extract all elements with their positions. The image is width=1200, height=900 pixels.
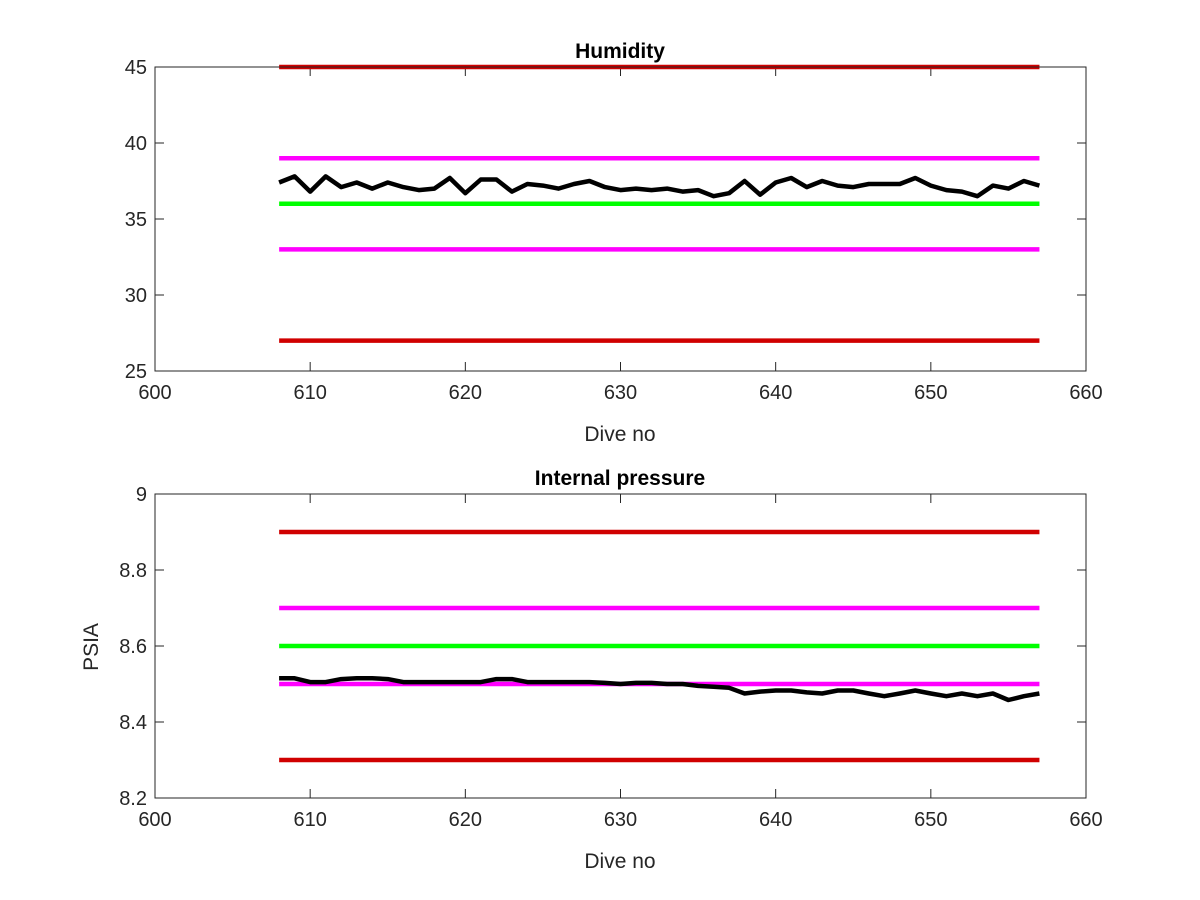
x-tick-label: 610 — [293, 809, 326, 831]
x-tick-label: 660 — [1069, 382, 1102, 404]
y-tick-label: 8.8 — [119, 560, 147, 582]
y-tick-label: 40 — [125, 133, 147, 155]
data-series-line — [278, 174, 1041, 199]
y-tick-label: 9 — [136, 484, 147, 506]
x-axis-label: Dive no — [584, 423, 655, 446]
y-tick-label: 35 — [125, 209, 147, 231]
y-tick-label: 8.2 — [119, 788, 147, 810]
tick-layer: 600 610 620 630 640 650 660 8.2 8.4 8.6 8.8 9 — [119, 484, 1103, 831]
series-layer — [278, 174, 1041, 199]
x-tick-label: 610 — [293, 382, 326, 404]
plot-frame — [154, 66, 1087, 372]
x-tick-label: 640 — [759, 809, 792, 831]
x-tick-label: 660 — [1069, 809, 1102, 831]
plot-frame — [154, 493, 1087, 799]
x-tick-label: 630 — [604, 809, 637, 831]
x-tick-label: 600 — [138, 809, 171, 831]
x-tick-label: 600 — [138, 382, 171, 404]
x-tick-label: 620 — [449, 809, 482, 831]
plot-title: Internal pressure — [535, 467, 705, 490]
y-tick-label: 45 — [125, 57, 147, 79]
data-series-line — [279, 676, 1040, 703]
x-tick-label: 650 — [914, 382, 947, 404]
humidity-plot: Humidity Dive no 600 610 620 630 640 650 660 25… — [125, 40, 1103, 446]
y-tick-label: 30 — [125, 285, 147, 307]
series-layer — [279, 676, 1040, 703]
x-axis-label: Dive no — [584, 850, 655, 873]
x-tick-label: 630 — [604, 382, 637, 404]
y-axis-label: PSIA — [80, 623, 103, 671]
y-tick-label: 8.4 — [119, 712, 147, 734]
x-tick-label: 640 — [759, 382, 792, 404]
y-tick-label: 25 — [125, 361, 147, 383]
internal-pressure-plot: Internal pressure Dive no PSIA 600 610 620… — [80, 467, 1103, 873]
x-tick-label: 650 — [914, 809, 947, 831]
plot-title: Humidity — [575, 40, 665, 63]
x-tick-label: 620 — [449, 382, 482, 404]
y-tick-label: 8.6 — [119, 636, 147, 658]
